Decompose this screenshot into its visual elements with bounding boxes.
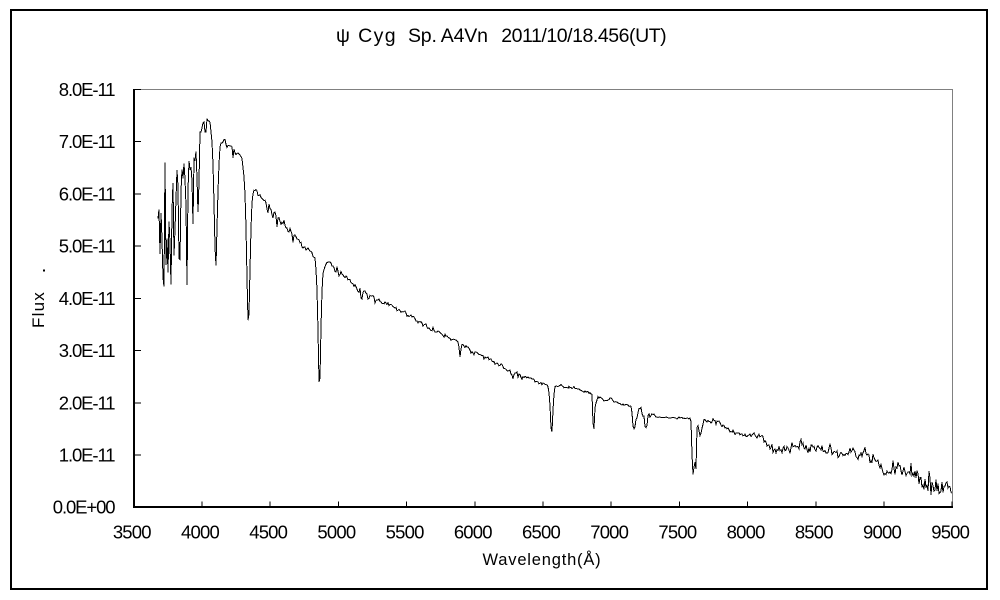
- svg-text:6000: 6000: [454, 521, 492, 542]
- svg-text:7500: 7500: [658, 521, 696, 542]
- svg-text:3.0E-11: 3.0E-11: [59, 340, 116, 361]
- svg-text:7.0E-11: 7.0E-11: [59, 131, 116, 152]
- svg-text:8.0E-11: 8.0E-11: [59, 79, 116, 100]
- svg-text:4500: 4500: [249, 521, 287, 542]
- svg-text:7000: 7000: [590, 521, 628, 542]
- svg-text:3500: 3500: [113, 521, 151, 542]
- svg-text:1.0E-11: 1.0E-11: [59, 445, 116, 466]
- svg-text:8000: 8000: [727, 521, 765, 542]
- svg-text:Flux: Flux: [29, 291, 48, 328]
- svg-text:4.0E-11: 4.0E-11: [59, 288, 116, 309]
- svg-text:4000: 4000: [181, 521, 219, 542]
- svg-text:9500: 9500: [931, 521, 969, 542]
- svg-text:5.0E-11: 5.0E-11: [59, 236, 116, 257]
- svg-text:6500: 6500: [522, 521, 560, 542]
- svg-text:0.0E+00: 0.0E+00: [53, 497, 116, 518]
- svg-text:2.0E-11: 2.0E-11: [59, 392, 116, 413]
- svg-text:5000: 5000: [317, 521, 355, 542]
- svg-text:Wavelength(Å): Wavelength(Å): [483, 550, 602, 569]
- svg-text:9000: 9000: [863, 521, 901, 542]
- svg-text:6.0E-11: 6.0E-11: [59, 183, 116, 204]
- svg-text:8500: 8500: [795, 521, 833, 542]
- svg-text:5500: 5500: [386, 521, 424, 542]
